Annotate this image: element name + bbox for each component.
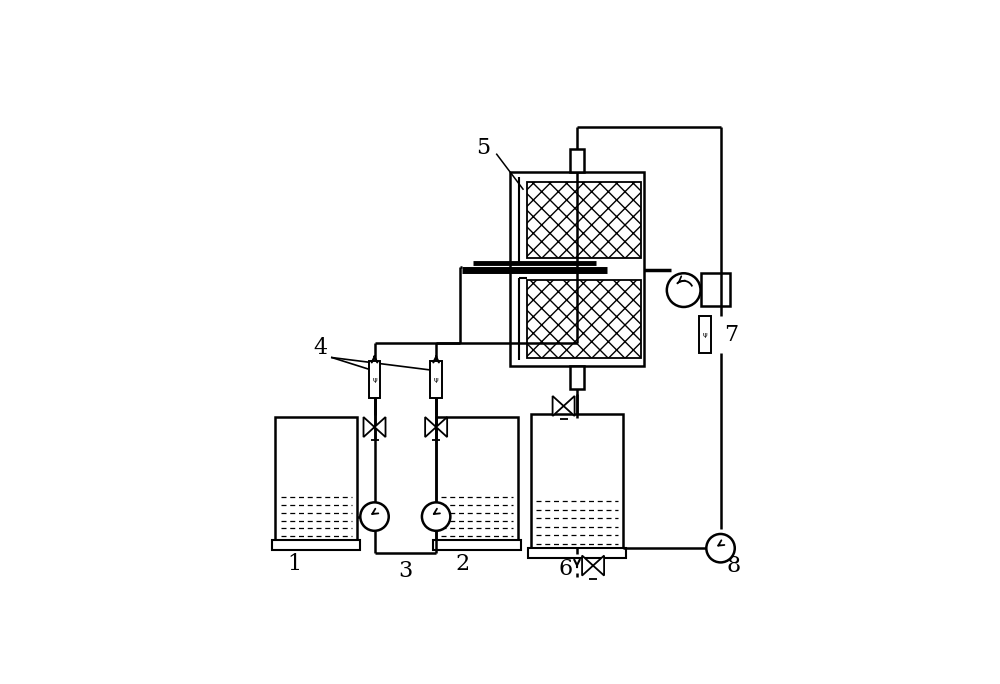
- Bar: [528, 548, 626, 557]
- Text: 1: 1: [287, 553, 301, 575]
- Polygon shape: [436, 417, 447, 437]
- Bar: [272, 540, 360, 550]
- Bar: [433, 540, 521, 550]
- Polygon shape: [582, 555, 593, 575]
- Polygon shape: [425, 417, 436, 437]
- Bar: [275, 417, 357, 540]
- Text: 8: 8: [727, 555, 741, 577]
- Polygon shape: [593, 555, 604, 575]
- Circle shape: [360, 502, 389, 531]
- Bar: [570, 367, 584, 389]
- Bar: [527, 183, 641, 259]
- Text: 4: 4: [313, 337, 327, 359]
- Text: 6: 6: [558, 558, 572, 580]
- Text: ψ: ψ: [434, 377, 438, 382]
- Bar: [699, 317, 711, 354]
- Bar: [369, 361, 380, 398]
- Text: 7: 7: [724, 324, 738, 346]
- Text: 2: 2: [455, 553, 470, 575]
- Circle shape: [422, 502, 450, 531]
- Bar: [531, 414, 623, 548]
- Text: ψ: ψ: [372, 377, 377, 382]
- Text: 3: 3: [398, 560, 413, 582]
- Polygon shape: [364, 417, 375, 437]
- Circle shape: [667, 274, 701, 307]
- Bar: [510, 172, 644, 367]
- Bar: [570, 150, 584, 172]
- Text: 5: 5: [476, 137, 491, 159]
- Bar: [430, 361, 442, 398]
- Bar: [701, 274, 730, 306]
- Bar: [527, 280, 641, 358]
- Polygon shape: [564, 396, 575, 416]
- Polygon shape: [375, 417, 386, 437]
- Bar: [436, 417, 518, 540]
- Polygon shape: [553, 396, 564, 416]
- Text: ψ: ψ: [702, 332, 707, 338]
- Circle shape: [706, 534, 735, 562]
